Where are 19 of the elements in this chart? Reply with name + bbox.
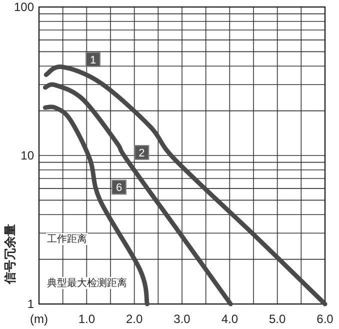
y-tick-label: 10 <box>20 148 34 162</box>
y-axis-title: 信号冗余量 <box>3 224 17 285</box>
annotation: 工作距离 <box>47 233 87 245</box>
x-tick-label: 4.0 <box>221 312 238 326</box>
annotation: 典型最大检测距离 <box>47 277 127 289</box>
x-tick-label: (m) <box>30 312 48 326</box>
x-tick-label: 5.0 <box>268 312 286 326</box>
x-tick-label: 1.0 <box>78 312 96 326</box>
x-tick-label: 2.0 <box>126 312 143 326</box>
line-series <box>42 82 233 306</box>
x-tick-label: 3.0 <box>174 312 191 326</box>
line-series <box>44 64 328 306</box>
x-tick-label: 6.0 <box>316 312 334 326</box>
series-label: 1 <box>90 54 96 67</box>
y-tick-label: 1 <box>27 297 34 311</box>
series-label: 6 <box>116 182 122 194</box>
line-series <box>42 104 150 306</box>
series-label: 2 <box>138 147 145 160</box>
y-tick-label: 100 <box>14 0 34 14</box>
